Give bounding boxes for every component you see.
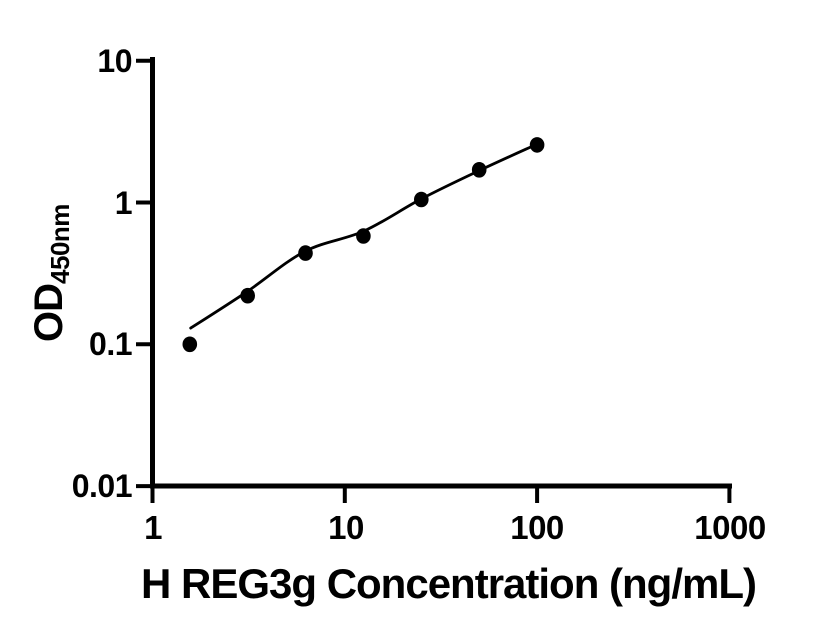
y-tick-label-0.1: 0.1 bbox=[89, 326, 132, 362]
data-point bbox=[529, 137, 545, 153]
data-point bbox=[414, 191, 429, 208]
x-tick-label-100: 100 bbox=[510, 509, 564, 546]
x-axis-title: H REG3g Concentration (ng/mL) bbox=[141, 560, 757, 607]
y-axis-title-subscript: 450nm bbox=[45, 204, 75, 284]
y-tick-label-1: 1 bbox=[114, 185, 133, 221]
x-tick-label-1000: 1000 bbox=[694, 509, 766, 546]
y-tick-label-0.01: 0.01 bbox=[71, 468, 133, 504]
data-point bbox=[356, 228, 371, 244]
data-point bbox=[471, 162, 487, 178]
y-axis-title: OD450nm bbox=[27, 192, 75, 354]
data-point bbox=[182, 336, 198, 353]
y-tick-label-10: 10 bbox=[97, 43, 132, 79]
x-tick-label-1: 1 bbox=[144, 509, 162, 546]
axes bbox=[136, 57, 732, 503]
y-axis-title-base: OD bbox=[27, 283, 71, 342]
data-points bbox=[182, 137, 545, 353]
data-point bbox=[298, 245, 313, 261]
x-tick-label-10: 10 bbox=[328, 509, 364, 546]
data-point bbox=[240, 287, 255, 304]
